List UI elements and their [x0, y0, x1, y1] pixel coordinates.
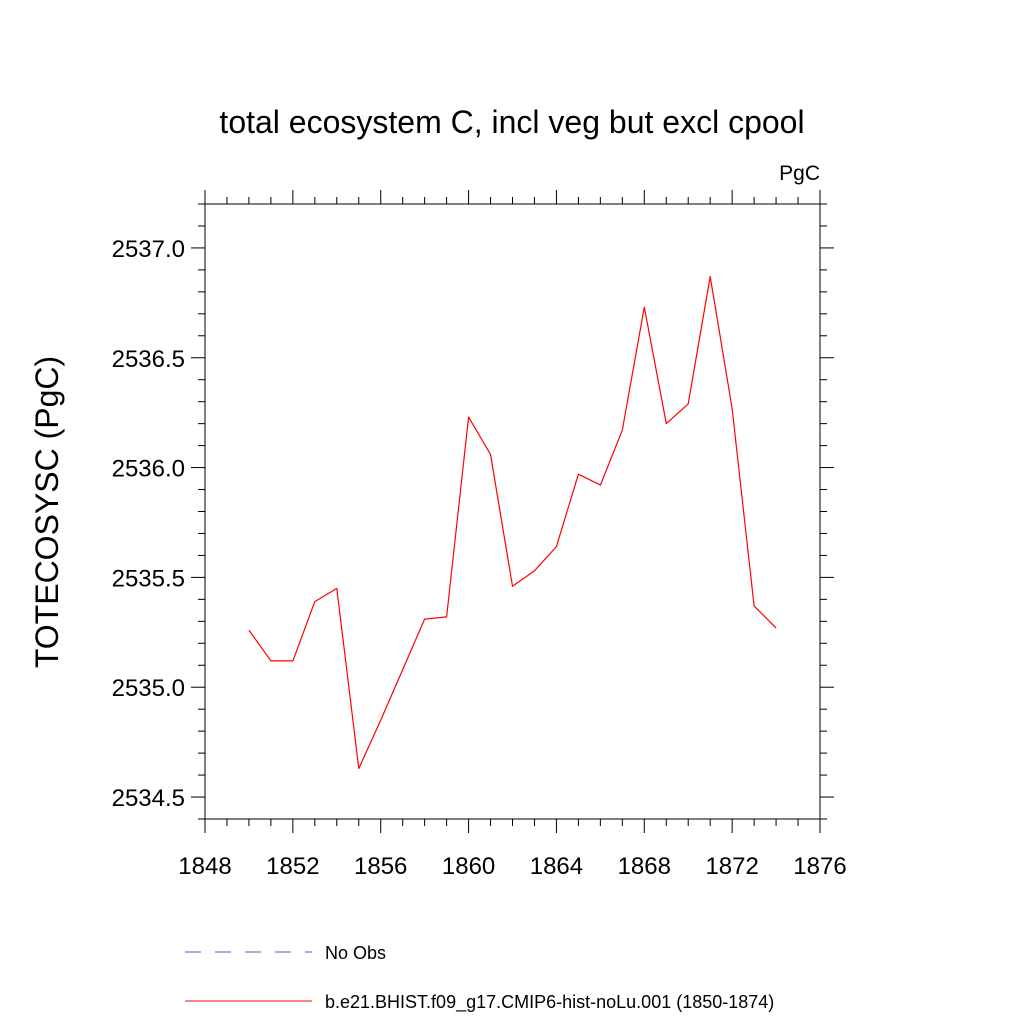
x-tick-label: 1868	[618, 853, 671, 880]
y-tick-label: 2537.0	[112, 236, 185, 263]
legend-label: b.e21.BHIST.f09_g17.CMIP6-hist-noLu.001 …	[325, 992, 774, 1013]
units-label: PgC	[779, 162, 820, 185]
x-tick-label: 1876	[793, 853, 846, 880]
chart-title: total ecosystem C, incl veg but excl cpo…	[219, 104, 804, 140]
legend-label: No Obs	[325, 943, 386, 963]
y-tick-label: 2536.5	[112, 346, 185, 373]
plot-area: 1848 1852 1856 1860 1864 1868 1872 1876 2534.5 25…	[112, 190, 847, 880]
y-tick-label: 2534.5	[112, 785, 185, 812]
plot-frame	[204, 203, 821, 820]
y-tick-label: 2535.0	[112, 675, 185, 702]
y-tick-label: 2535.5	[112, 565, 185, 592]
y-tick-label: 2536.0	[112, 456, 185, 483]
x-tick-label: 1852	[266, 853, 319, 880]
legend: No Obs b.e21.BHIST.f09_g17.CMIP6-hist-noL…	[185, 943, 774, 1013]
x-tick-label: 1864	[530, 853, 583, 880]
x-tick-label: 1860	[442, 853, 495, 880]
y-axis-label: TOTECOSYSC (PgC)	[29, 356, 65, 668]
x-tick-label: 1872	[705, 853, 758, 880]
x-tick-label: 1856	[354, 853, 407, 880]
series-line	[248, 275, 777, 770]
x-tick-label: 1848	[178, 853, 231, 880]
